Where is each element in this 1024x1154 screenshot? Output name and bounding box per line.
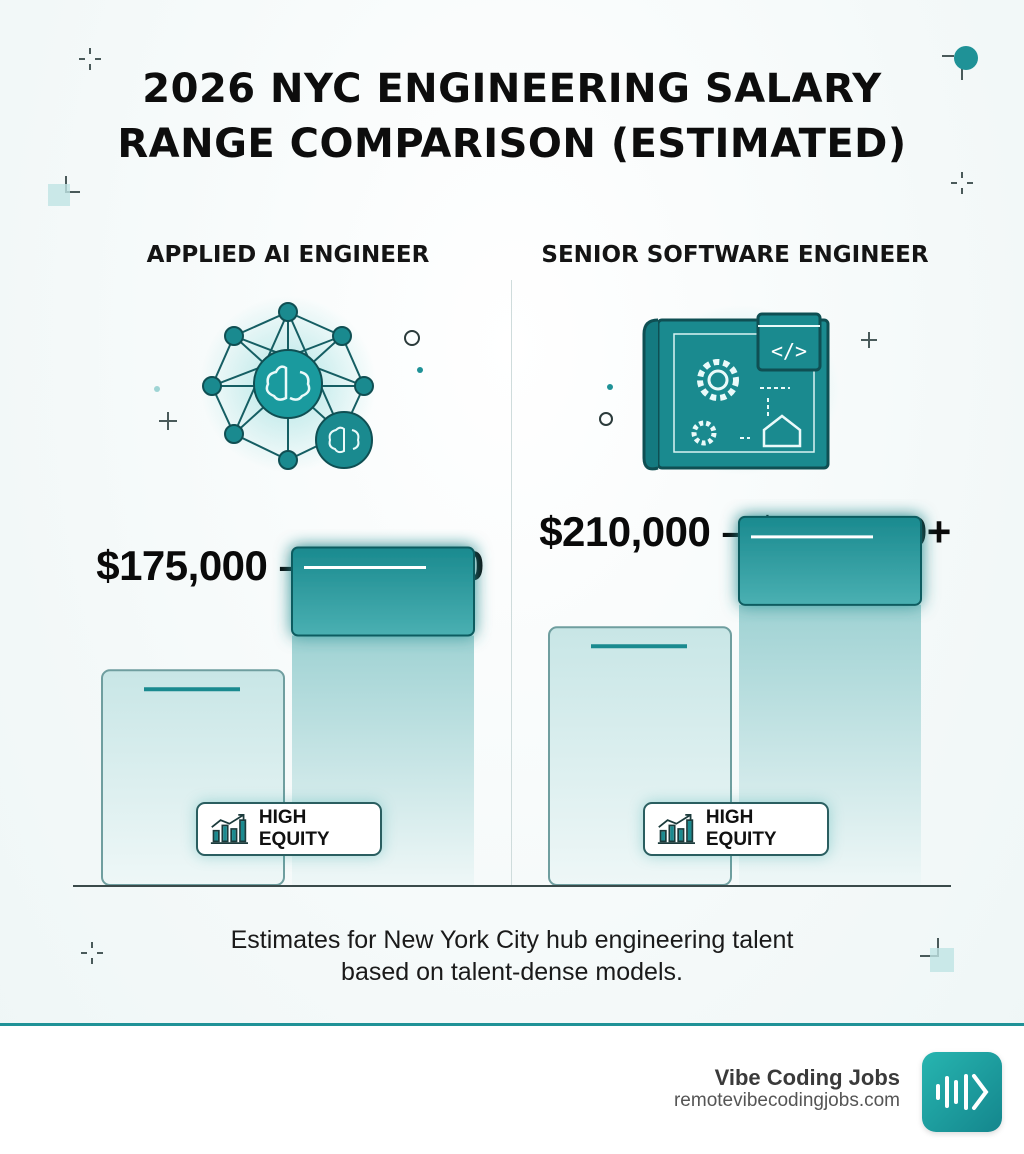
column-divider (511, 280, 512, 886)
bar-high-applied-ai (291, 546, 475, 637)
vibe-coding-logo-icon[interactable] (922, 1052, 1002, 1132)
badge-high-equity-senior-software: HIGH EQUITY (643, 802, 829, 856)
badge-label: HIGH EQUITY (705, 807, 777, 850)
badge-high-equity-applied-ai: HIGH EQUITY (196, 802, 382, 856)
chart-growth-icon (657, 813, 695, 845)
footnote: Estimates for New York City hub engineer… (112, 924, 912, 988)
brand-url[interactable]: remotevibecodingjobs.com (673, 1090, 900, 1111)
badge-label: HIGH EQUITY (258, 807, 330, 850)
footnote-line-1: Estimates for New York City hub engineer… (230, 926, 794, 954)
svg-text:</>: </> (771, 339, 807, 363)
bar-high-senior-software (738, 515, 922, 606)
ai-brain-network-icon (200, 296, 376, 472)
chart-baseline (73, 885, 951, 887)
title-line-1: 2026 NYC ENGINEERING SALARY (142, 66, 882, 112)
software-blueprint-icon: </> (640, 305, 840, 475)
footnote-line-2: based on talent-dense models. (341, 958, 683, 986)
logo-glyph (936, 1074, 989, 1110)
chart-title: 2026 NYC ENGINEERING SALARY RANGE COMPAR… (0, 62, 1024, 172)
chart-growth-icon (210, 813, 248, 845)
footer (0, 1026, 1024, 1154)
footer-accent-line (0, 1023, 1024, 1026)
column-title-senior-software: SENIOR SOFTWARE ENGINEER (541, 242, 929, 268)
title-line-2: RANGE COMPARISON (ESTIMATED) (117, 121, 907, 167)
brand-name: Vibe Coding Jobs (714, 1065, 900, 1090)
column-title-applied-ai: APPLIED AI ENGINEER (146, 242, 430, 268)
